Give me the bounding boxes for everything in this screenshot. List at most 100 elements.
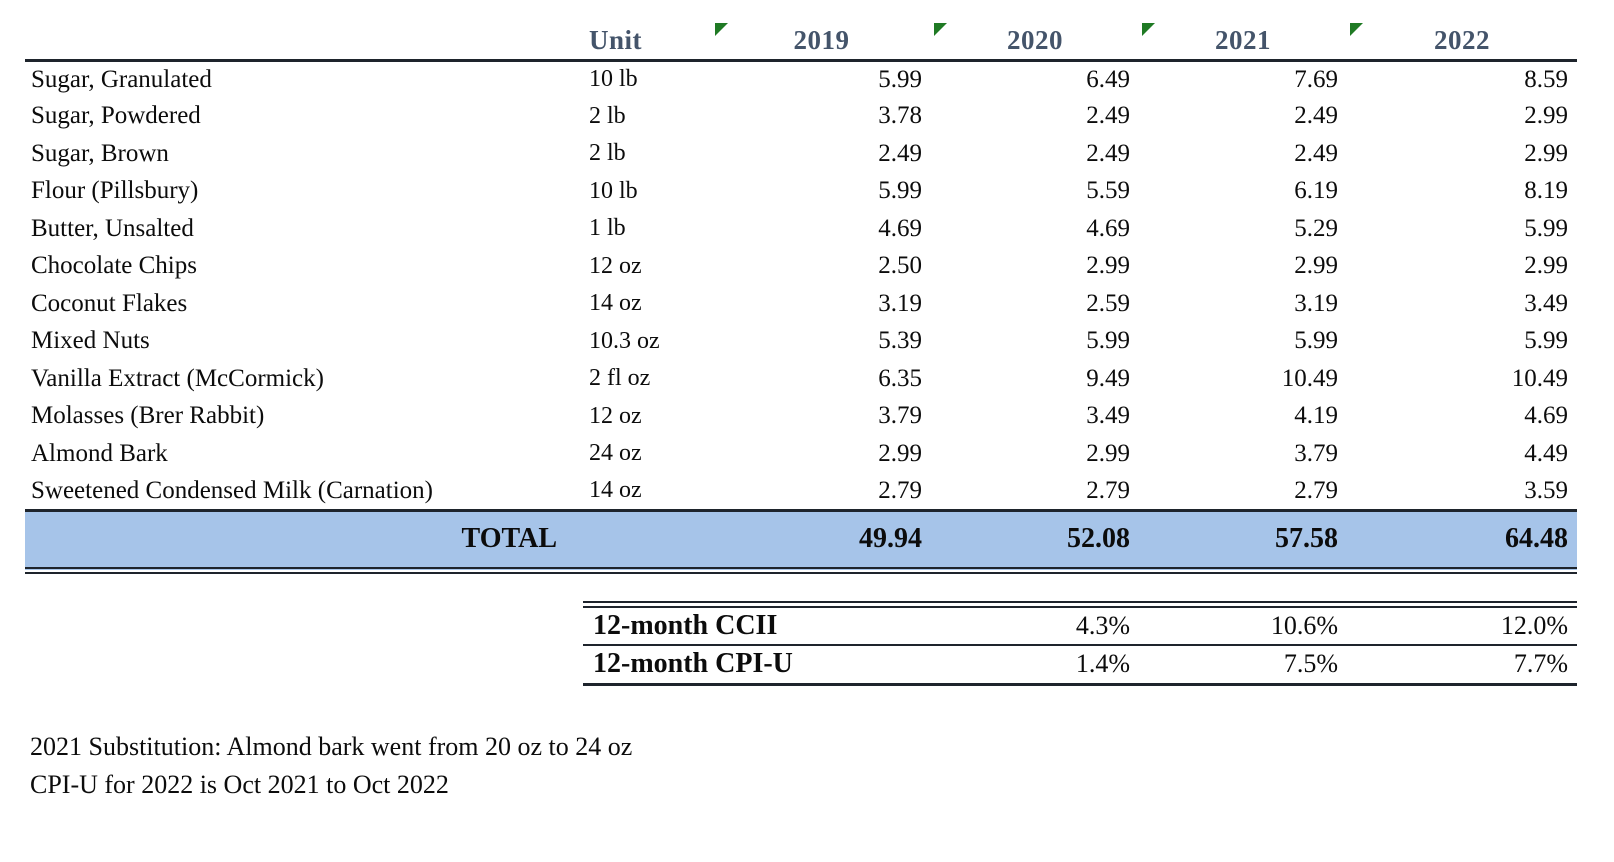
item-cell[interactable]: Coconut Flakes	[31, 289, 188, 317]
price-cell[interactable]: 2.49	[878, 139, 922, 167]
item-cell[interactable]: Mixed Nuts	[31, 327, 150, 355]
price-cell[interactable]: 2.99	[1524, 139, 1568, 167]
unit-cell[interactable]: 14 oz	[589, 477, 642, 503]
price-cell[interactable]: 3.19	[1294, 289, 1338, 317]
unit-cell[interactable]: 24 oz	[589, 440, 642, 467]
unit-cell[interactable]: 2 lb	[589, 102, 626, 129]
item-cell[interactable]: Molasses (Brer Rabbit)	[31, 402, 265, 430]
price-cell[interactable]: 2.99	[1086, 252, 1130, 280]
price-cell[interactable]: 2.49	[1086, 139, 1130, 167]
total-value-cell[interactable]: 49.94	[712, 508, 931, 574]
price-cell[interactable]: 5.39	[878, 327, 922, 355]
header-row: Unit 2019 2020 2021 2022	[25, 20, 1577, 62]
unit-cell[interactable]: 14 oz	[589, 290, 642, 317]
table-row: Sugar, Granulated 10 lb 5.99 6.49 7.69 8.59	[25, 60, 1577, 98]
price-cell[interactable]: 5.99	[878, 65, 922, 93]
index-row: 12-month CPI-U 1.4% 7.5% 7.7%	[583, 644, 1577, 686]
price-cell[interactable]: 2.49	[1086, 102, 1130, 130]
price-cell[interactable]: 5.99	[878, 177, 922, 205]
price-cell[interactable]: 3.49	[1524, 289, 1568, 317]
item-cell[interactable]: Chocolate Chips	[31, 252, 197, 280]
item-cell[interactable]: Flour (Pillsbury)	[31, 177, 199, 205]
index-value-cell[interactable]: 4.3%	[931, 604, 1139, 646]
price-cell[interactable]: 2.59	[1086, 289, 1130, 317]
price-cell[interactable]: 6.35	[878, 364, 922, 392]
price-cell[interactable]: 3.49	[1086, 402, 1130, 430]
price-cell[interactable]: 4.69	[1086, 214, 1130, 242]
unit-cell[interactable]: 2 fl oz	[589, 365, 651, 392]
index-value-cell[interactable]: 10.6%	[1139, 604, 1347, 646]
total-label-cell[interactable]: TOTAL	[25, 508, 565, 574]
price-cell[interactable]: 5.99	[1294, 327, 1338, 355]
index-value-cell[interactable]: 7.5%	[1139, 644, 1347, 686]
price-cell[interactable]: 5.29	[1294, 214, 1338, 242]
year-header-2020[interactable]: 2020	[931, 20, 1139, 62]
year-header-2022[interactable]: 2022	[1347, 20, 1577, 62]
index-value-cell[interactable]: 7.7%	[1347, 644, 1577, 686]
price-cell[interactable]: 5.99	[1086, 327, 1130, 355]
price-cell[interactable]: 3.79	[878, 402, 922, 430]
price-cell[interactable]: 2.99	[1524, 102, 1568, 130]
year-header-label: 2020	[1007, 24, 1063, 55]
price-cell[interactable]: 2.99	[878, 439, 922, 467]
unit-cell[interactable]: 2 lb	[589, 140, 626, 167]
item-cell[interactable]: Sugar, Brown	[31, 139, 169, 167]
item-header-cell[interactable]	[25, 20, 565, 62]
unit-cell[interactable]: 10.3 oz	[589, 327, 660, 354]
price-cell[interactable]: 2.49	[1294, 102, 1338, 130]
year-header-label: 2019	[793, 24, 850, 55]
price-cell[interactable]: 6.49	[1086, 65, 1130, 93]
price-cell[interactable]: 4.69	[878, 214, 922, 242]
price-cell[interactable]: 8.19	[1524, 177, 1568, 205]
price-cell[interactable]: 10.49	[1511, 364, 1568, 392]
price-cell[interactable]: 10.49	[1281, 364, 1338, 392]
total-value-cell[interactable]: 52.08	[931, 508, 1139, 574]
table-row: Vanilla Extract (McCormick) 2 fl oz 6.35 9.…	[25, 360, 1577, 398]
price-cell[interactable]: 3.79	[1294, 439, 1338, 467]
year-header-2021[interactable]: 2021	[1139, 20, 1347, 62]
price-cell[interactable]: 2.49	[1294, 139, 1338, 167]
item-cell[interactable]: Vanilla Extract (McCormick)	[31, 364, 324, 392]
price-cell[interactable]: 3.78	[878, 102, 922, 130]
price-cell[interactable]: 2.79	[1086, 476, 1130, 504]
price-cell[interactable]: 5.59	[1086, 177, 1130, 205]
unit-cell[interactable]: 12 oz	[589, 252, 642, 279]
total-value-cell[interactable]: 57.58	[1139, 508, 1347, 574]
price-cell[interactable]: 5.99	[1524, 327, 1568, 355]
total-unit-cell[interactable]	[565, 508, 712, 574]
price-cell[interactable]: 2.50	[878, 252, 922, 280]
index-label-cell[interactable]: 12-month CCII	[583, 604, 931, 646]
index-label-cell[interactable]: 12-month CPI-U	[583, 644, 931, 686]
unit-header-cell[interactable]: Unit	[565, 20, 712, 62]
unit-cell[interactable]: 10 lb	[589, 177, 638, 204]
price-cell[interactable]: 2.99	[1524, 252, 1568, 280]
price-cell[interactable]: 2.79	[1294, 476, 1338, 504]
unit-cell[interactable]: 10 lb	[589, 66, 638, 92]
item-cell[interactable]: Sweetened Condensed Milk (Carnation)	[31, 476, 433, 504]
price-cell[interactable]: 2.79	[878, 476, 922, 504]
price-cell[interactable]: 4.19	[1294, 402, 1338, 430]
total-value-cell[interactable]: 64.48	[1347, 508, 1577, 574]
price-cell[interactable]: 3.19	[878, 289, 922, 317]
item-cell[interactable]: Sugar, Powdered	[31, 102, 201, 130]
unit-cell[interactable]: 12 oz	[589, 402, 642, 429]
item-cell[interactable]: Sugar, Granulated	[31, 65, 212, 93]
price-cell[interactable]: 4.69	[1524, 402, 1568, 430]
index-value-cell[interactable]: 1.4%	[931, 644, 1139, 686]
item-cell[interactable]: Almond Bark	[31, 439, 168, 467]
price-cell[interactable]: 2.99	[1086, 439, 1130, 467]
price-cell[interactable]: 3.59	[1524, 476, 1568, 504]
price-cell[interactable]: 8.59	[1524, 65, 1568, 93]
price-cell[interactable]: 4.49	[1524, 439, 1568, 467]
price-table-body: Sugar, Granulated 10 lb 5.99 6.49 7.69 8.59 Su…	[25, 60, 1577, 574]
price-cell[interactable]: 9.49	[1086, 364, 1130, 392]
unit-cell[interactable]: 1 lb	[589, 215, 626, 242]
year-header-2019[interactable]: 2019	[712, 20, 931, 62]
price-cell[interactable]: 5.99	[1524, 214, 1568, 242]
price-cell[interactable]: 6.19	[1294, 177, 1338, 205]
index-row: 12-month CCII 4.3% 10.6% 12.0%	[583, 604, 1577, 646]
index-value-cell[interactable]: 12.0%	[1347, 604, 1577, 646]
item-cell[interactable]: Butter, Unsalted	[31, 214, 194, 242]
price-cell[interactable]: 2.99	[1294, 252, 1338, 280]
price-cell[interactable]: 7.69	[1294, 65, 1338, 93]
